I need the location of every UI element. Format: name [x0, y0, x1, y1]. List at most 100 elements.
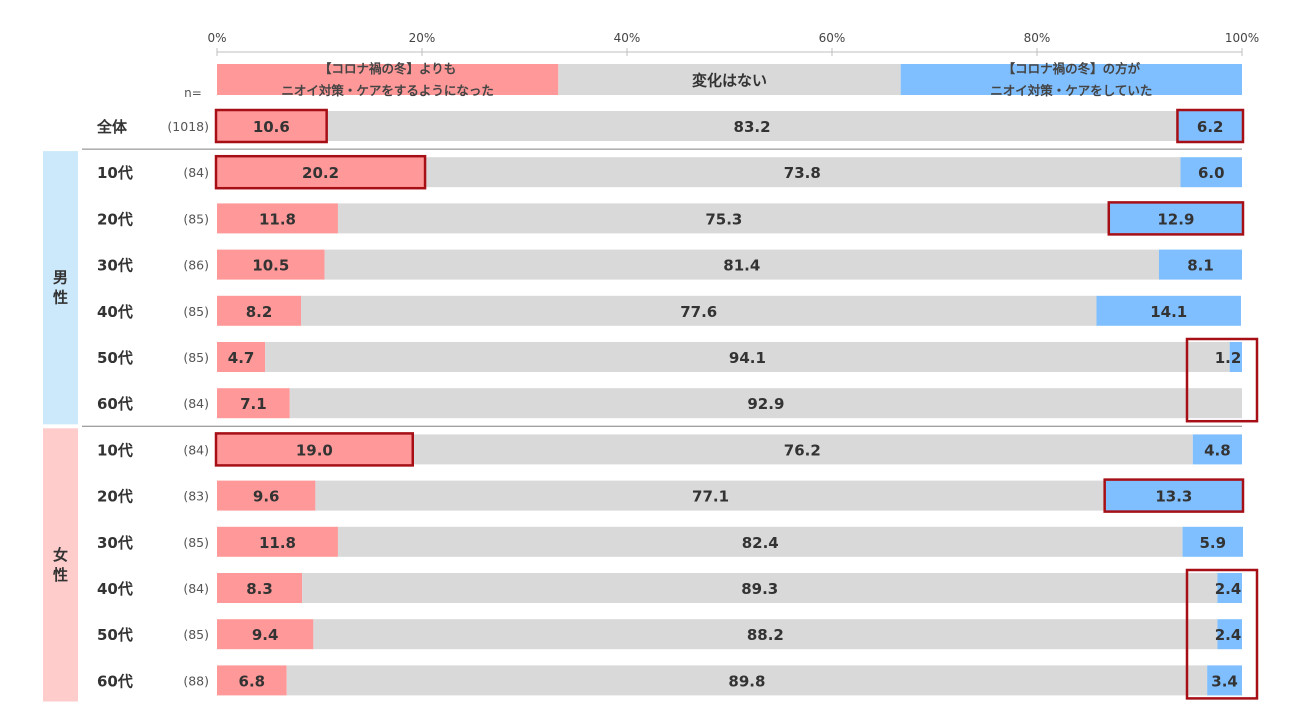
row-n-label: (86): [183, 258, 209, 273]
bar-value-label: 12.9: [1157, 210, 1194, 228]
bar-value-label: 6.2: [1197, 118, 1224, 136]
bar-value-label: 8.1: [1187, 257, 1214, 275]
row-n-label: (85): [183, 211, 209, 226]
legend-label: 【コロナ禍の冬】の方がニオイ対策・ケアをしていた: [990, 61, 1152, 98]
bar-row: 30代 (85) 11.8 82.4 5.9: [97, 526, 1244, 557]
bar-value-label: 9.4: [252, 626, 279, 644]
x-tick-label: 80%: [1024, 31, 1051, 45]
bar-segment: [217, 203, 338, 234]
legend: 【コロナ禍の冬】よりもニオイ対策・ケアをするようになった 変化はない 【コロナ禍の冬…: [184, 61, 1242, 100]
bar-row: 20代 (83) 9.6 77.1 13.3: [97, 480, 1242, 511]
highlight-box-group: [1185, 337, 1259, 423]
bar-segment: [217, 665, 287, 696]
bar-value-label: 2.4: [1215, 626, 1242, 644]
bar-row: 10代 (84) 20.2 73.8 6.0: [97, 157, 1242, 188]
bar-rows: 全体 (1018) 10.6 83.2 6.2 10代 (84) 20.2 73.8 6.0 20代…: [96, 111, 1244, 696]
bar-segment: [301, 295, 1097, 326]
bar-value-label: 82.4: [742, 534, 779, 552]
row-n-label: (84): [183, 442, 209, 457]
bar-segment: [315, 480, 1106, 511]
row-n-label: (84): [183, 581, 209, 596]
bar-value-label: 6.0: [1198, 164, 1225, 182]
bar-value-label: 13.3: [1155, 488, 1192, 506]
group-band: [43, 428, 78, 702]
row-n-label: (84): [183, 396, 209, 411]
bar-value-label: 11.8: [259, 534, 296, 552]
bar-segment: [302, 573, 1218, 603]
bar-segment: [217, 480, 316, 511]
bar-segment: [1217, 573, 1242, 603]
bar-segment: [1105, 480, 1242, 511]
row-label: 10代: [97, 441, 133, 459]
bar-segment: [289, 388, 1242, 419]
x-tick-label: 60%: [819, 31, 846, 45]
bar-row: 60代 (88) 6.8 89.8 3.4: [97, 665, 1242, 696]
highlight-box: [1103, 478, 1245, 513]
bar-row: 40代 (85) 8.2 77.6 14.1: [97, 295, 1241, 326]
x-tick-label: 0%: [207, 31, 226, 45]
row-label: 10代: [97, 164, 133, 182]
bar-value-label: 88.2: [747, 626, 784, 644]
row-label: 全体: [96, 118, 128, 136]
x-tick-label: 20%: [409, 31, 436, 45]
x-tick-label: 40%: [614, 31, 641, 45]
bar-segment: [217, 295, 302, 326]
bar-value-label: 89.8: [728, 672, 765, 690]
bar-value-label: 20.2: [302, 164, 339, 182]
bar-row: 30代 (86) 10.5 81.4 8.1: [97, 249, 1242, 280]
bar-value-label: 83.2: [734, 118, 771, 136]
bar-segment: [424, 157, 1181, 188]
bar-segment: [1109, 203, 1242, 234]
bar-row: 40代 (84) 8.3 89.3 2.4: [97, 573, 1242, 603]
bar-value-label: 5.9: [1199, 534, 1226, 552]
group-label: 女性: [53, 546, 68, 584]
bar-row: 10代 (84) 19.0 76.2 4.8: [97, 434, 1242, 465]
n-header: n=: [184, 86, 202, 100]
bar-segment: [411, 434, 1193, 465]
row-label: 20代: [97, 488, 133, 506]
bar-value-label: 10.6: [253, 118, 290, 136]
bar-segment: [325, 111, 1179, 141]
bar-row: 全体 (1018) 10.6 83.2 6.2: [96, 111, 1242, 141]
highlight-box: [214, 154, 427, 190]
group-band: [43, 151, 78, 425]
bar-row: 50代 (85) 4.7 94.1 1.2: [97, 342, 1242, 372]
row-label: 60代: [97, 672, 133, 690]
bar-value-label: 6.8: [239, 672, 266, 690]
bar-value-label: 10.5: [252, 257, 289, 275]
row-label: 40代: [97, 303, 133, 321]
bar-value-label: 8.2: [246, 303, 273, 321]
highlight-boxes: [214, 108, 1259, 700]
row-n-label: (88): [183, 673, 209, 688]
bar-value-label: 92.9: [747, 395, 784, 413]
bar-row: 50代 (85) 9.4 88.2 2.4: [97, 619, 1242, 650]
row-n-label: (85): [183, 350, 209, 365]
bar-segment: [217, 111, 326, 141]
bar-segment: [1158, 249, 1242, 280]
row-n-label: (85): [183, 304, 209, 319]
row-n-label: (1018): [167, 119, 209, 134]
bar-segment: [313, 619, 1218, 650]
bar-segment: [337, 203, 1110, 234]
bar-segment: [217, 249, 325, 280]
legend-label: 変化はない: [692, 72, 767, 90]
bar-segment: [1178, 111, 1242, 141]
bar-row: 20代 (85) 11.8 75.3 12.9: [97, 203, 1242, 234]
bar-segment: [217, 434, 412, 465]
row-label: 50代: [97, 349, 133, 367]
bar-value-label: 19.0: [296, 441, 333, 459]
row-n-label: (85): [183, 627, 209, 642]
row-label: 30代: [97, 257, 133, 275]
group-label: 男性: [53, 269, 68, 307]
bar-value-label: 76.2: [784, 441, 821, 459]
bar-segment: [217, 342, 266, 372]
row-n-label: (85): [183, 535, 209, 550]
bar-value-label: 9.6: [253, 488, 280, 506]
bar-segment: [217, 619, 314, 650]
highlight-box: [1176, 108, 1245, 144]
row-label: 50代: [97, 626, 133, 644]
bar-value-label: 7.1: [240, 395, 267, 413]
legend-swatch: [900, 64, 1242, 95]
x-axis: 0% 20% 40% 60% 80% 100%: [207, 31, 1259, 56]
